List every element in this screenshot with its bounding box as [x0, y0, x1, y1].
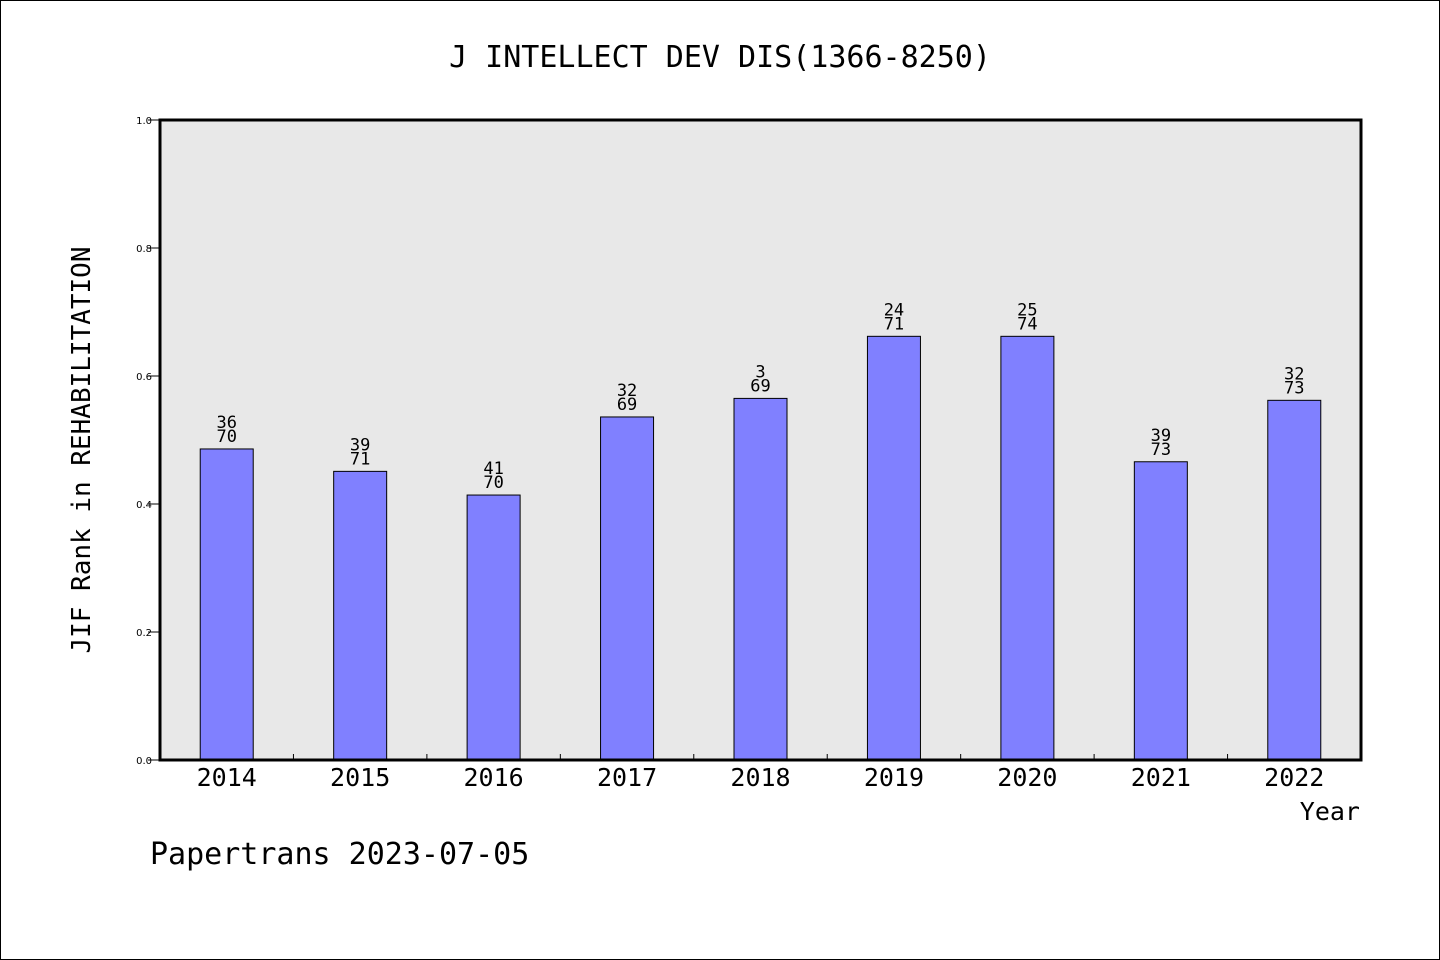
y-tick-label: 1.0 — [136, 116, 152, 127]
bar-total-label: 70 — [216, 427, 236, 447]
x-tick-label: 2019 — [864, 763, 924, 792]
source-note: Papertrans 2023-07-05 — [150, 837, 529, 872]
bar-total-label: 71 — [884, 314, 904, 334]
bar-rank-label: 24 — [884, 300, 904, 320]
x-tick-label: 2017 — [597, 763, 657, 792]
bar-2014 — [199, 448, 254, 761]
bar-total-label: 71 — [350, 449, 370, 469]
bar-total-label: 73 — [1284, 378, 1304, 398]
bar-2022 — [1267, 399, 1322, 761]
bar-total-label: 73 — [1151, 440, 1171, 460]
bars — [199, 335, 1322, 761]
bar-rank-label: 39 — [1151, 426, 1171, 446]
bar-total-label: 74 — [1017, 314, 1037, 334]
bar-rank-label: 41 — [483, 459, 503, 479]
y-axis: 0.0 0.2 0.4 0.6 0.8 1.0 — [136, 116, 160, 767]
y-axis-label: JIF Rank in REHABILITATION — [67, 247, 97, 654]
y-tick-label: 0.2 — [136, 628, 152, 639]
x-tick-label: 2014 — [197, 763, 257, 792]
bar-rank-label: 32 — [617, 381, 637, 401]
bar-rank-label: 39 — [350, 435, 370, 455]
bar-2019 — [866, 335, 921, 761]
bar-rank-label: 3 — [755, 362, 765, 382]
bar-rank-label: 32 — [1284, 364, 1304, 384]
bar-2016 — [466, 494, 521, 761]
x-tick-label: 2016 — [464, 763, 524, 792]
bar-rank-label: 36 — [216, 413, 236, 433]
bar-total-label: 69 — [617, 395, 637, 415]
x-axis-label: Year — [1300, 797, 1360, 826]
x-tick-label: 2020 — [997, 763, 1057, 792]
x-tick-label: 2018 — [730, 763, 790, 792]
bar-rank-label: 25 — [1017, 300, 1037, 320]
x-tick-label: 2022 — [1264, 763, 1324, 792]
bar-2018 — [733, 397, 788, 761]
bar-2021 — [1133, 461, 1188, 761]
chart-title: J INTELLECT DEV DIS(1366-8250) — [449, 40, 991, 75]
bar-2015 — [333, 470, 388, 761]
y-tick-label: 0.0 — [136, 756, 152, 767]
x-axis: 2014 2015 2016 2017 2018 2019 2020 2021 2022 — [197, 754, 1324, 792]
y-tick-label: 0.6 — [136, 372, 152, 383]
bar-2020 — [1000, 335, 1055, 761]
x-tick-label: 2021 — [1131, 763, 1191, 792]
bar-2017 — [600, 416, 655, 761]
plot-border — [158, 118, 1363, 762]
y-tick-label: 0.4 — [136, 500, 152, 511]
y-tick-label: 0.8 — [136, 244, 152, 255]
x-tick-label: 2015 — [330, 763, 390, 792]
bar-total-label: 70 — [483, 473, 503, 493]
bar-total-label: 69 — [750, 376, 770, 396]
